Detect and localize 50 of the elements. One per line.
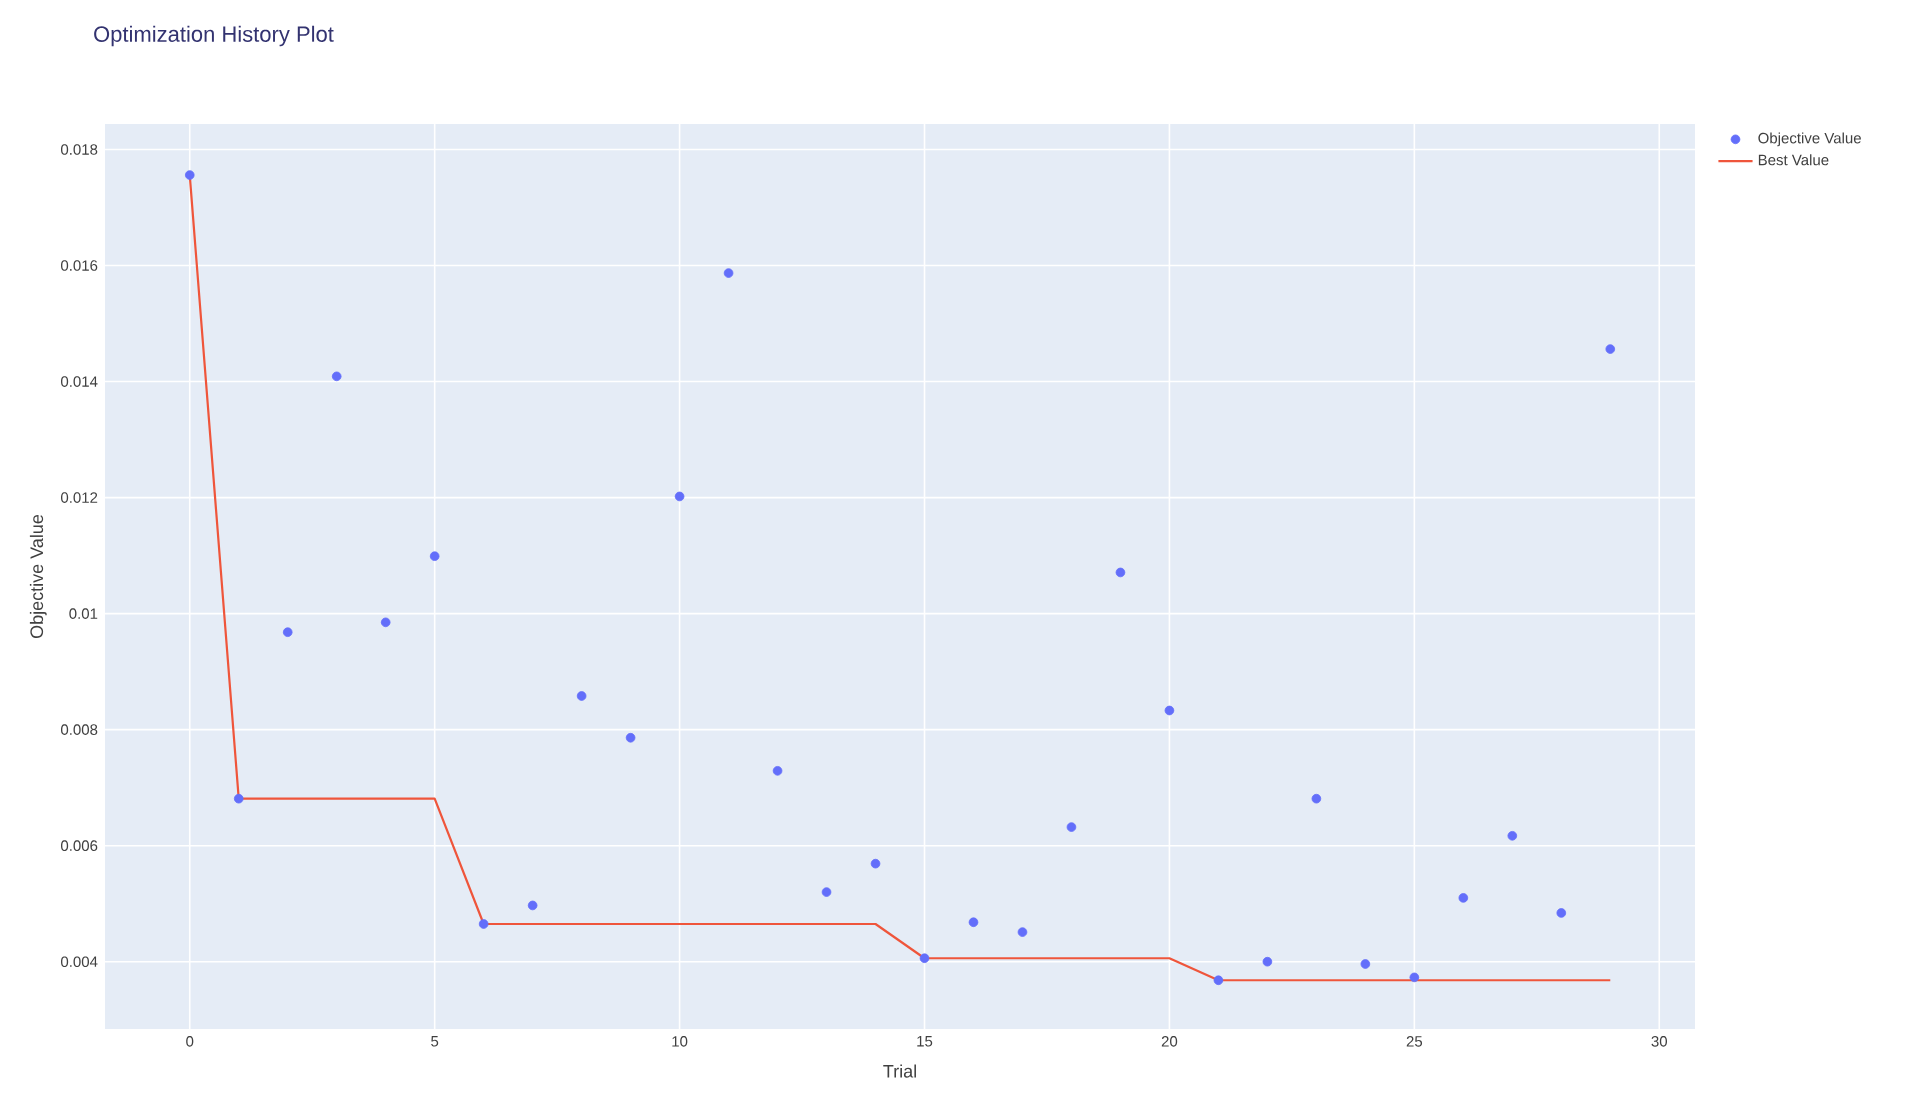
x-tick-label: 30: [1651, 1036, 1668, 1047]
point: [625, 732, 636, 743]
x-tick-label: 20: [1161, 1036, 1178, 1047]
point: [821, 887, 832, 897]
point: [1605, 344, 1616, 354]
point: [772, 766, 783, 776]
point: [1213, 975, 1224, 986]
point: [380, 617, 391, 628]
point: [1017, 927, 1028, 937]
point: [1507, 831, 1518, 841]
point: [723, 268, 734, 278]
point: [282, 627, 293, 637]
point: [527, 900, 538, 911]
y-tick-label: 0.018: [61, 144, 98, 155]
chart-title: Optimization History Plot: [94, 25, 334, 47]
point: [478, 919, 489, 929]
point: [1458, 893, 1469, 903]
y-tick-label: 0.004: [61, 956, 98, 968]
point: [968, 917, 979, 928]
point: [1262, 956, 1273, 967]
legend-label: Objective Value: [1758, 132, 1861, 147]
point: [1066, 822, 1077, 832]
point: [331, 371, 342, 382]
y-tick-label: 0.012: [61, 492, 98, 503]
point: [919, 953, 930, 964]
x-axis-title: Trial: [883, 1064, 916, 1078]
legend-label: Best Value: [1758, 154, 1829, 166]
point: [1360, 959, 1371, 969]
point: [1409, 972, 1420, 983]
point: [429, 551, 440, 561]
x-tick-label: 5: [431, 1036, 439, 1047]
point: [233, 793, 244, 804]
point: [576, 691, 587, 701]
x-tick-label: 15: [917, 1036, 933, 1047]
y-tick-label: 0.006: [61, 840, 98, 851]
x-tick-label: 0: [186, 1036, 194, 1047]
point: [870, 858, 881, 869]
point: [1556, 908, 1567, 918]
y-tick-label: 0.008: [61, 724, 98, 735]
point: [1115, 567, 1126, 578]
y-tick-label: 0.016: [61, 260, 98, 271]
y-tick-label: 0.01: [69, 608, 98, 619]
point: [184, 170, 195, 180]
x-tick-label: 25: [1406, 1036, 1423, 1047]
point: [1311, 793, 1322, 804]
y-tick-label: 0.014: [61, 376, 98, 387]
point: [1164, 705, 1175, 716]
point: [674, 491, 685, 502]
y-axis-title: Objective Value: [29, 514, 47, 639]
x-tick-label: 10: [672, 1036, 688, 1047]
